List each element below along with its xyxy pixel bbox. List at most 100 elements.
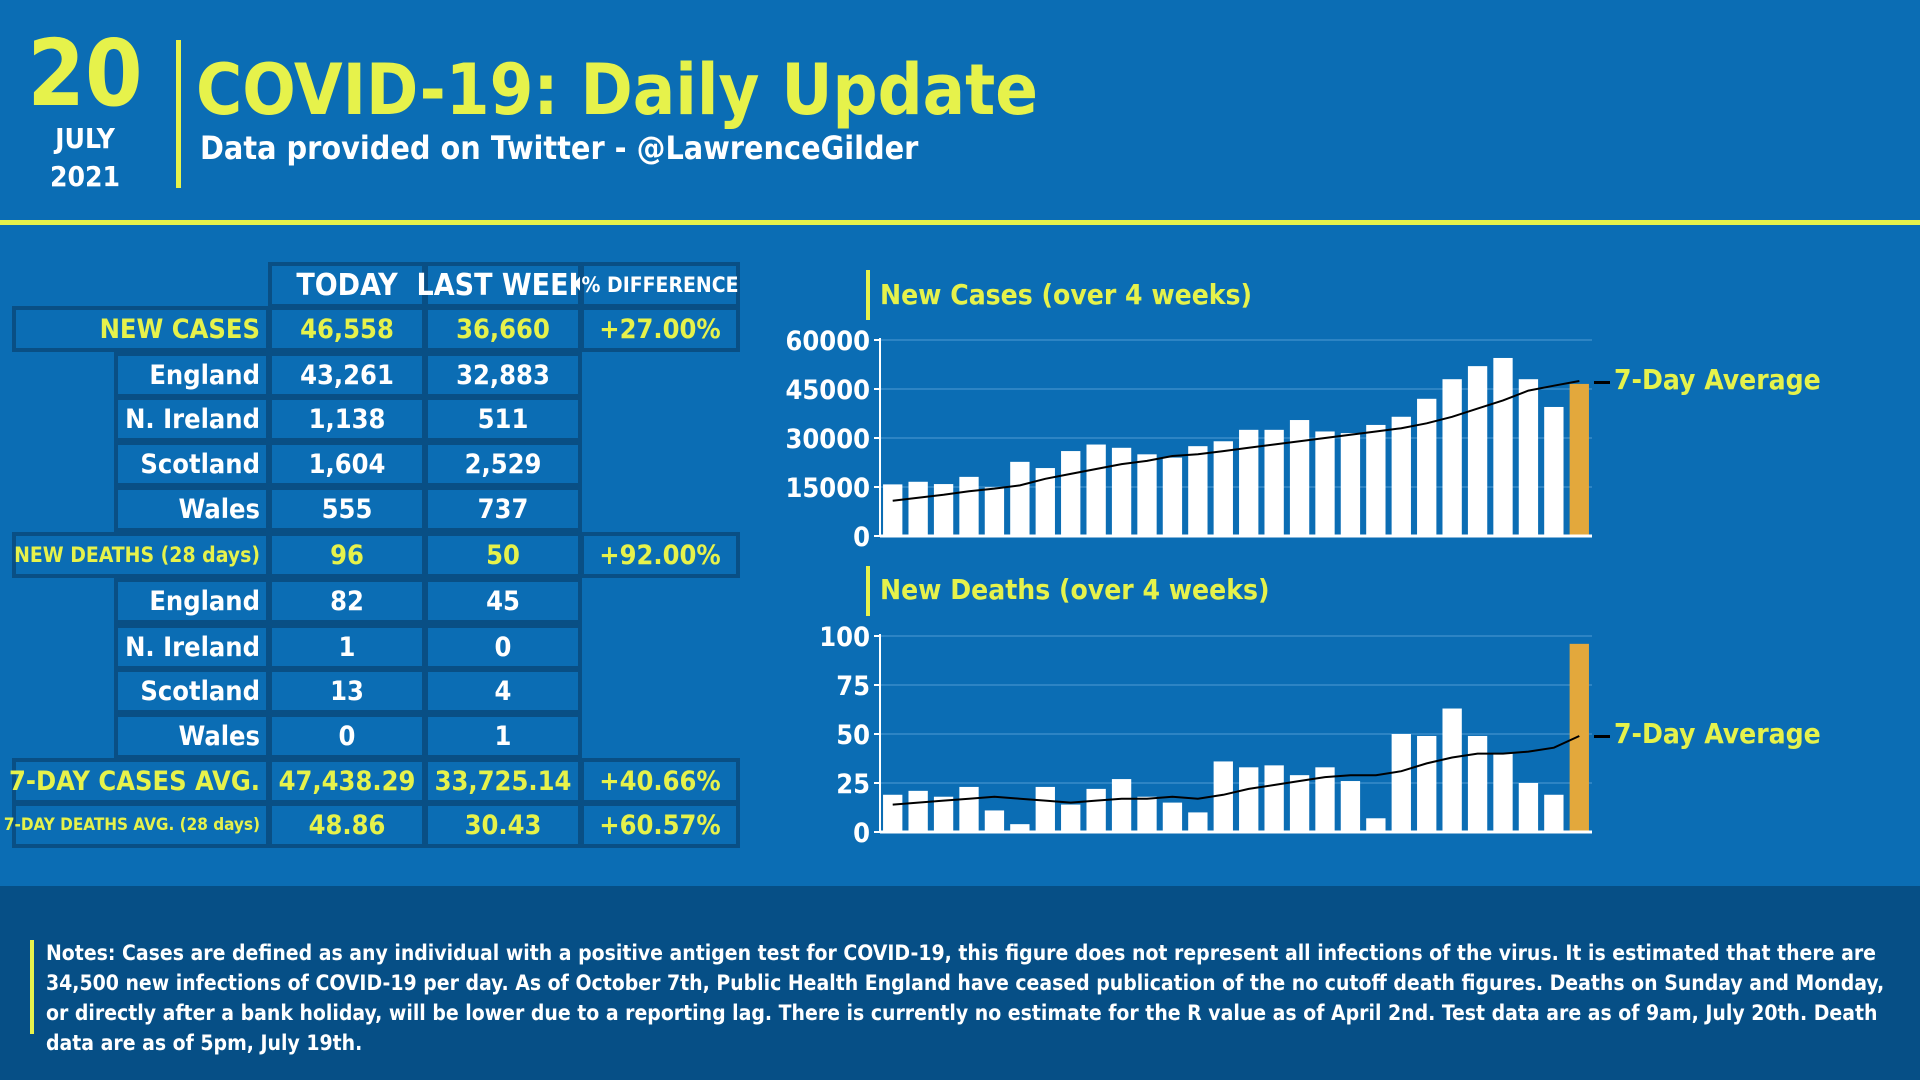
deaths-bar [1467, 735, 1488, 832]
cases-bar [1544, 406, 1564, 536]
row-label-n-ireland: N. Ireland [114, 396, 270, 442]
row-label-wales: Wales [114, 486, 270, 532]
column-header-difference: % DIFFERENCE [580, 262, 740, 308]
cases-bar [1442, 379, 1462, 536]
deaths-legend-dash [1594, 735, 1610, 738]
date-year: 2021 [49, 160, 121, 193]
cell-last-week: 0 [424, 624, 582, 670]
cases-average-line [892, 380, 1580, 502]
cell-last-week: 30.43 [424, 802, 582, 848]
cases-bar [1366, 424, 1386, 536]
deaths-bar [1340, 781, 1361, 832]
cases-bar [1111, 447, 1132, 536]
deaths-bar [1315, 767, 1335, 832]
cell-difference: +92.00% [580, 532, 740, 578]
header-rule [0, 220, 1920, 225]
cases-bar [1289, 420, 1310, 536]
deaths-bar [1417, 735, 1437, 832]
deaths-bar [1086, 788, 1106, 832]
date-day: 20 [27, 20, 143, 127]
row-label-england: England [114, 352, 270, 398]
deaths-bar [1518, 783, 1539, 832]
cell-difference: +60.57% [580, 802, 740, 848]
cases-y-tick-label: 15000 [785, 473, 870, 504]
cell-last-week: 1 [424, 713, 582, 759]
footer: Notes: Cases are defined as any individu… [0, 886, 1920, 1080]
deaths-bar [1188, 812, 1208, 832]
cases-bar [1137, 454, 1157, 536]
deaths-bar [1213, 761, 1233, 832]
row-label-wales: Wales [114, 713, 270, 759]
deaths-bar [883, 794, 903, 832]
cases-bar [1467, 366, 1488, 536]
cell-today: 1,604 [268, 441, 426, 487]
deaths-bar [1111, 779, 1132, 832]
cell-today: 47,438.29 [268, 758, 426, 804]
cell-today: 13 [268, 668, 426, 714]
cell-today: 48.86 [268, 802, 426, 848]
cell-last-week: 32,883 [424, 352, 582, 398]
cases-bar [1315, 431, 1335, 536]
cases-bar [1239, 429, 1259, 536]
deaths-y-tick-label: 75 [836, 671, 870, 702]
deaths-y-tick-label: 100 [819, 622, 870, 653]
cell-today: 46,558 [268, 306, 426, 352]
deaths-chart: 0 25 50 75 100 [819, 622, 1592, 849]
deaths-average-line [892, 735, 1580, 806]
deaths-bar [1162, 802, 1183, 832]
deaths-legend: 7-Day Average [1614, 717, 1821, 750]
deaths-bar [1289, 775, 1310, 832]
page-title: COVID-19: Daily Update [196, 49, 1038, 131]
cases-bar [1188, 446, 1208, 536]
cases-legend: 7-Day Average [1614, 363, 1821, 396]
deaths-bar [984, 810, 1005, 832]
deaths-bar [1366, 818, 1386, 832]
cases-bar [1010, 461, 1030, 536]
cases-chart: 0 15000 30000 45000 60000 [785, 326, 1592, 553]
row-label-7-day-deaths-avg: 7-DAY DEATHS AVG. (28 days) [4, 802, 270, 848]
cell-today: 1,138 [268, 396, 426, 442]
cell-today: 555 [268, 486, 426, 532]
cases-bar [1213, 441, 1233, 536]
header-divider [176, 40, 181, 188]
cell-today: 43,261 [268, 352, 426, 398]
cases-bar [1518, 379, 1539, 536]
deaths-bar-today [1569, 643, 1589, 832]
cell-today: 96 [268, 532, 426, 578]
row-label-england: England [114, 578, 270, 624]
deaths-bar [1544, 794, 1564, 832]
row-label-new-deaths: NEW DEATHS (28 days) [12, 532, 270, 578]
cell-today: 1 [268, 624, 426, 670]
row-label-new-cases: NEW CASES [12, 306, 270, 352]
cell-last-week: 4 [424, 668, 582, 714]
cell-last-week: 50 [424, 532, 582, 578]
cases-bar [933, 484, 954, 536]
cell-last-week: 36,660 [424, 306, 582, 352]
cases-chart-title: New Cases (over 4 weeks) [880, 278, 1253, 311]
deaths-bar [1061, 804, 1081, 832]
footer-notes: Notes: Cases are defined as any individu… [46, 941, 1885, 1055]
deaths-bar [1493, 753, 1513, 832]
cases-bar [1162, 457, 1183, 536]
deaths-y-tick-label: 0 [853, 818, 870, 849]
cases-bar [1061, 451, 1081, 536]
deaths-bar [959, 786, 979, 832]
cases-bar [984, 487, 1005, 536]
cases-y-tick-label: 60000 [785, 326, 870, 357]
deaths-bar [933, 796, 954, 832]
cases-y-tick-label: 45000 [785, 375, 870, 406]
row-label-scotland: Scotland [114, 668, 270, 714]
footer-accent-bar [30, 940, 34, 1034]
cases-y-tick-label: 30000 [785, 424, 870, 455]
cell-today: 82 [268, 578, 426, 624]
cell-last-week: 45 [424, 578, 582, 624]
cases-bar [1417, 398, 1437, 536]
cases-y-tick-label: 0 [853, 522, 870, 553]
cases-bar [883, 484, 903, 536]
cases-bar [1391, 416, 1411, 536]
deaths-chart-title: New Deaths (over 4 weeks) [880, 573, 1270, 606]
deaths-chart-title-bar [866, 566, 870, 616]
row-label-7-day-cases-avg: 7-DAY CASES AVG. [9, 758, 270, 804]
row-label-n-ireland: N. Ireland [114, 624, 270, 670]
column-header-today: TODAY [268, 262, 426, 308]
